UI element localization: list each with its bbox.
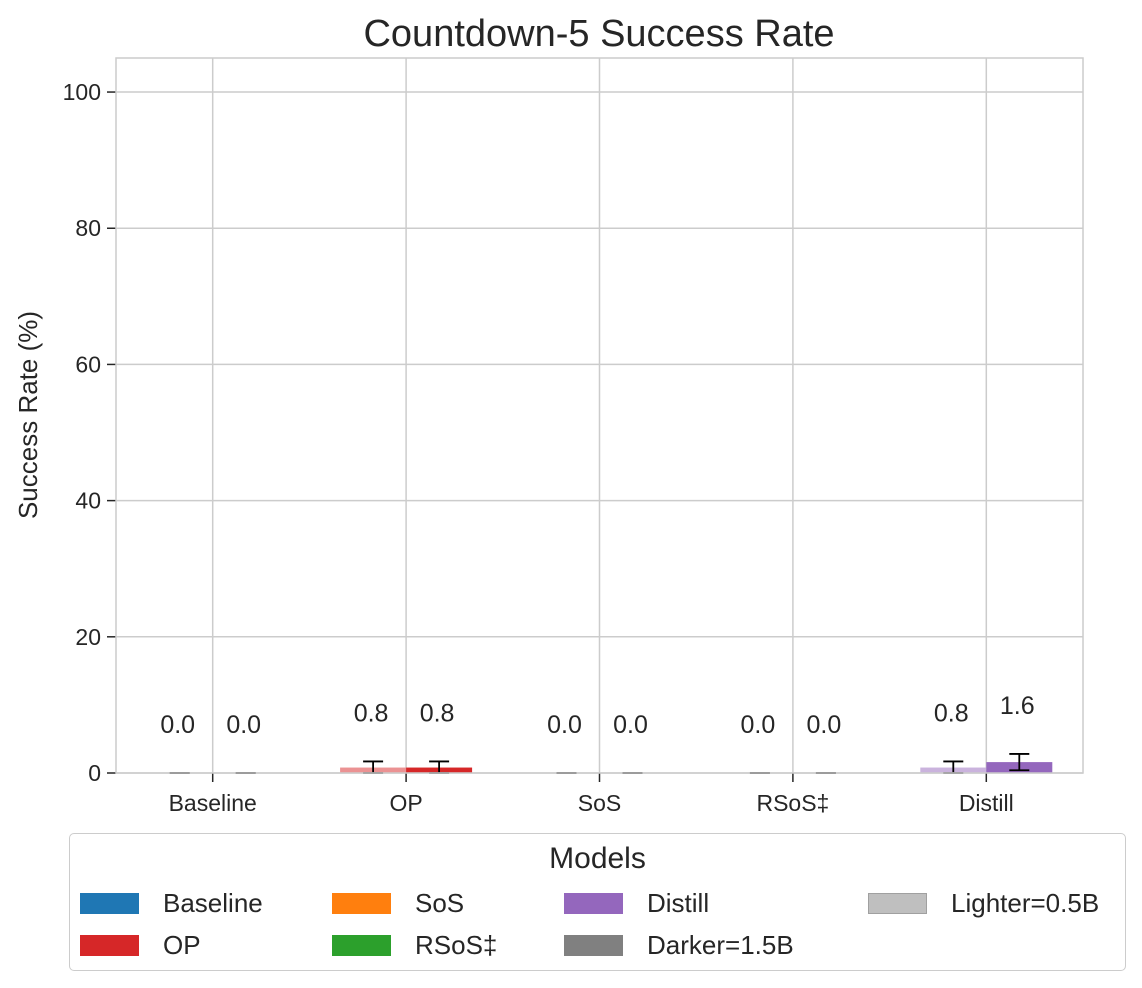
legend-label-darker: Darker=1.5B (647, 929, 794, 960)
bar-chart: Countdown-5 Success Rate Success Rate (%… (13, 13, 1084, 816)
legend-swatch-op (80, 934, 139, 956)
x-tick-label-baseline: Baseline (169, 790, 257, 816)
data-label-baseline-0-5b: 0.0 (160, 711, 195, 739)
data-label-sos-0-5b: 0.0 (547, 711, 582, 739)
legend-label-distill: Distill (647, 887, 710, 918)
legend-label-lighter: Lighter=0.5B (951, 887, 1100, 918)
data-label-distill-0-5b: 0.8 (934, 699, 969, 727)
legend-label-sos: SoS (415, 887, 465, 918)
y-tick-label: 0 (88, 760, 101, 786)
legend-item-rsos: RSoS‡ (332, 928, 497, 962)
data-label-rsos-1-5b: 0.0 (807, 711, 842, 739)
y-tick-label: 60 (75, 351, 101, 377)
legend-item-op: OP (80, 928, 201, 962)
data-label-sos-1-5b: 0.0 (613, 711, 648, 739)
data-label-rsos-0-5b: 0.0 (741, 711, 776, 739)
legend-label-op: OP (163, 929, 201, 960)
x-tick-label-rsos: RSoS‡ (756, 790, 829, 816)
legend-swatch-darker (564, 934, 623, 956)
y-tick-label: 100 (63, 79, 101, 105)
chart-title: Countdown-5 Success Rate (363, 13, 834, 55)
x-tick-label-sos: SoS (578, 790, 621, 816)
data-label-op-1-5b: 0.8 (420, 699, 455, 727)
legend-swatch-distill (564, 892, 623, 914)
data-labels: 0.0 0.8 0.0 0.0 0.8 0.0 0.8 0.0 0.0 1.6 (160, 692, 1034, 739)
legend: Models Baseline OP SoS RSoS‡ Distill Dar… (69, 833, 1126, 971)
legend-swatch-lighter (868, 892, 927, 914)
y-tick-label: 40 (75, 488, 101, 514)
data-label-distill-1-5b: 1.6 (1000, 692, 1035, 720)
legend-item-baseline: Baseline (80, 886, 263, 920)
bars (340, 762, 1053, 773)
legend-swatch-rsos (332, 934, 391, 956)
y-tick-label: 80 (75, 215, 101, 241)
x-tick-label-op: OP (389, 790, 422, 816)
legend-swatch-sos (332, 892, 391, 914)
legend-item-lighter: Lighter=0.5B (868, 886, 1099, 920)
legend-swatch-baseline (80, 892, 139, 914)
data-label-op-0-5b: 0.8 (354, 699, 389, 727)
axes: 0 20 40 60 80 100 Baseline OP SoS RSoS‡ Distill (63, 57, 1084, 816)
y-tick-label: 20 (75, 624, 101, 650)
legend-item-sos: SoS (332, 886, 464, 920)
data-label-baseline-1-5b: 0.0 (226, 711, 261, 739)
gridlines (116, 58, 1083, 774)
legend-item-darker: Darker=1.5B (564, 928, 794, 962)
x-tick-label-distill: Distill (959, 790, 1014, 816)
legend-label-baseline: Baseline (163, 887, 263, 918)
legend-item-distill: Distill (564, 886, 709, 920)
legend-label-rsos: RSoS‡ (415, 929, 498, 960)
y-axis-label: Success Rate (%) (13, 311, 43, 519)
plot-frame (115, 57, 1084, 774)
legend-title: Models (549, 842, 646, 875)
